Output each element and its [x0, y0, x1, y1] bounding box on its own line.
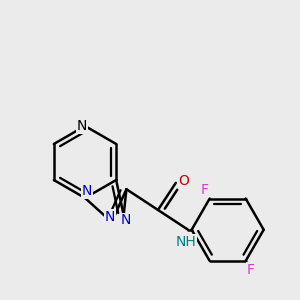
Text: O: O — [178, 174, 189, 188]
Text: N: N — [82, 184, 92, 198]
Text: NH: NH — [176, 235, 196, 249]
Text: N: N — [77, 119, 87, 133]
Text: F: F — [247, 262, 255, 277]
Text: F: F — [201, 183, 209, 197]
Text: N: N — [121, 213, 131, 227]
Text: N: N — [105, 210, 115, 224]
